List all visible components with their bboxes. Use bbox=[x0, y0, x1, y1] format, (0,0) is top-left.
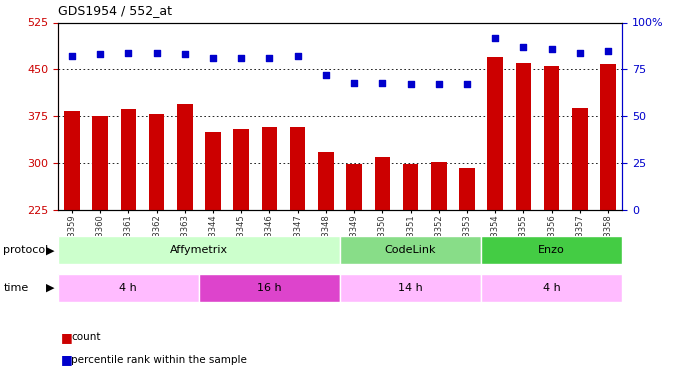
Bar bbox=[431, 162, 447, 210]
Bar bbox=[58, 236, 340, 264]
Point bbox=[207, 55, 218, 61]
Text: percentile rank within the sample: percentile rank within the sample bbox=[71, 355, 248, 365]
Text: Affymetrix: Affymetrix bbox=[170, 245, 228, 255]
Bar bbox=[340, 274, 481, 302]
Bar bbox=[403, 164, 418, 210]
Point bbox=[151, 50, 162, 55]
Text: 4 h: 4 h bbox=[543, 283, 560, 293]
Bar bbox=[340, 236, 481, 264]
Text: ■: ■ bbox=[61, 354, 73, 366]
Bar bbox=[544, 66, 560, 210]
Bar bbox=[481, 236, 622, 264]
Bar bbox=[488, 57, 503, 210]
Bar bbox=[459, 168, 475, 210]
Bar bbox=[262, 127, 277, 210]
Bar bbox=[58, 274, 199, 302]
Text: 14 h: 14 h bbox=[398, 283, 423, 293]
Bar bbox=[120, 109, 136, 210]
Point bbox=[95, 51, 105, 57]
Point bbox=[490, 34, 500, 40]
Point bbox=[320, 72, 331, 78]
Bar bbox=[481, 236, 622, 264]
Point bbox=[236, 55, 247, 61]
Text: ■: ■ bbox=[61, 331, 73, 344]
Bar bbox=[149, 114, 165, 210]
Point bbox=[602, 48, 613, 54]
Bar bbox=[572, 108, 588, 210]
Point bbox=[292, 53, 303, 59]
Point bbox=[405, 81, 416, 87]
Point bbox=[67, 53, 78, 59]
Bar bbox=[481, 274, 622, 302]
Point bbox=[462, 81, 473, 87]
Point bbox=[123, 50, 134, 55]
Bar bbox=[515, 63, 531, 210]
Point bbox=[433, 81, 444, 87]
Bar bbox=[92, 116, 108, 210]
Text: 4 h: 4 h bbox=[120, 283, 137, 293]
Text: time: time bbox=[3, 283, 29, 293]
Bar bbox=[290, 127, 305, 210]
Bar bbox=[233, 129, 249, 210]
Bar bbox=[340, 236, 481, 264]
Bar bbox=[205, 132, 221, 210]
Text: Enzo: Enzo bbox=[539, 245, 565, 255]
Bar bbox=[481, 274, 622, 302]
Point bbox=[264, 55, 275, 61]
Point bbox=[546, 46, 557, 52]
Bar bbox=[199, 274, 340, 302]
Bar bbox=[600, 64, 616, 210]
Text: protocol: protocol bbox=[3, 245, 49, 255]
Bar bbox=[340, 274, 481, 302]
Bar bbox=[58, 236, 340, 264]
Point bbox=[180, 51, 190, 57]
Text: count: count bbox=[71, 333, 101, 342]
Point bbox=[349, 80, 360, 86]
Text: ▶: ▶ bbox=[46, 283, 54, 293]
Text: GDS1954 / 552_at: GDS1954 / 552_at bbox=[58, 4, 172, 17]
Point bbox=[575, 50, 585, 55]
Text: CodeLink: CodeLink bbox=[385, 245, 437, 255]
Text: 16 h: 16 h bbox=[257, 283, 282, 293]
Bar bbox=[199, 274, 340, 302]
Bar bbox=[346, 164, 362, 210]
Bar bbox=[375, 157, 390, 210]
Bar bbox=[58, 274, 199, 302]
Point bbox=[377, 80, 388, 86]
Bar bbox=[64, 111, 80, 210]
Bar bbox=[177, 104, 192, 210]
Bar bbox=[318, 152, 334, 210]
Point bbox=[518, 44, 529, 50]
Text: ▶: ▶ bbox=[46, 245, 54, 255]
